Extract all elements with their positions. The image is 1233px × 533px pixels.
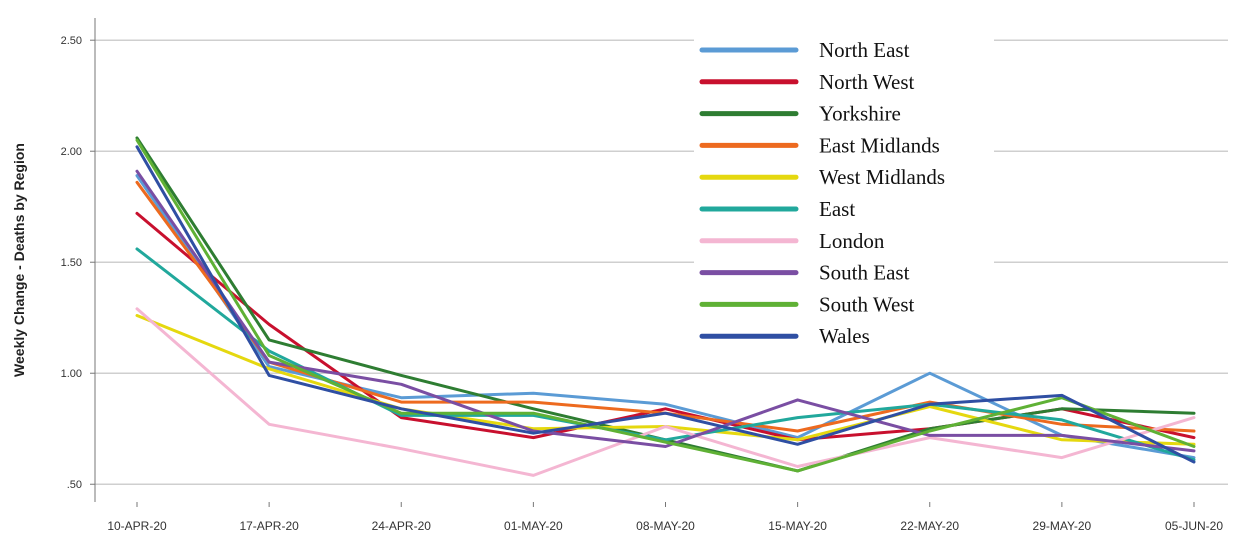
legend-label-west-midlands: West Midlands [819,165,945,189]
legend-label-east-midlands: East Midlands [819,133,940,157]
x-tick-label: 10-APR-20 [107,519,167,533]
legend-label-london: London [819,229,885,253]
x-tick-label: 22-MAY-20 [900,519,959,533]
series-lines [135,136,1196,477]
y-axis-ticks: .50 1.00 1.50 2.00 2.50 [61,35,95,491]
y-tick-label: 1.00 [61,368,82,380]
series-line-south-west [135,138,1196,473]
series-line-south-east [135,169,1196,453]
legend-label-east: East [819,197,855,221]
x-tick-label: 05-JUN-20 [1165,519,1223,533]
y-tick-label: 2.00 [61,146,82,158]
legend-label-south-east: South East [819,261,910,285]
x-tick-label: 01-MAY-20 [504,519,563,533]
x-tick-label: 15-MAY-20 [768,519,827,533]
series-line-east-midlands [135,180,1196,433]
series-line-east [135,247,1196,462]
y-tick-label: 2.50 [61,35,82,47]
legend: North East North West Yorkshire East Midlan… [694,34,994,356]
y-tick-label: .50 [67,479,82,491]
legend-label-south-west: South West [819,292,915,316]
grid-lines [95,39,1228,485]
series-line-west-midlands [135,314,1196,446]
x-tick-label: 29-MAY-20 [1033,519,1092,533]
legend-label-yorkshire: Yorkshire [819,102,901,126]
series-line-london [135,307,1196,477]
series-line-wales [135,145,1196,464]
legend-label-north-west: North West [819,70,914,94]
x-axis-ticks: 10-APR-20 17-APR-20 24-APR-20 01-MAY-20 08-M… [107,502,1223,533]
x-tick-label: 17-APR-20 [239,519,299,533]
y-axis-title: Weekly Change - Deaths by Region [11,143,27,377]
x-tick-label: 08-MAY-20 [636,519,695,533]
legend-label-wales: Wales [819,324,870,348]
legend-label-north-east: North East [819,38,910,62]
y-tick-label: 1.50 [61,257,82,269]
x-tick-label: 24-APR-20 [372,519,432,533]
